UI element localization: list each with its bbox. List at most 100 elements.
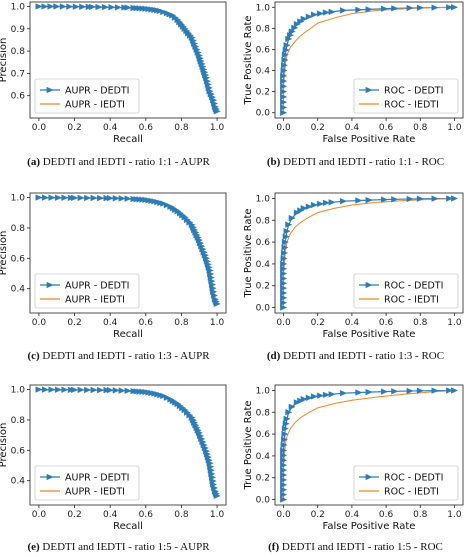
series-marker-dedti (95, 3, 103, 11)
series-marker-dedti (416, 195, 424, 202)
series-marker-dedti (71, 386, 79, 394)
y-axis-label: Precision (0, 231, 9, 276)
series-marker-dedti (280, 466, 288, 474)
roc-chart-1-3: 0.0 0.2 0.4 0.6 0.8 1.0 0.0 0.2 0.4 0.6 0.8 1.0 Fals… (243, 192, 464, 340)
x-tick-label: 0.6 (139, 318, 154, 328)
x-tick-label: 0.2 (67, 318, 81, 328)
series-marker-dedti (406, 195, 414, 203)
series-marker-dedti (106, 386, 114, 394)
x-tick-label: 0.2 (67, 510, 81, 520)
series-marker-dedti (355, 389, 363, 396)
series-marker-dedti (35, 194, 43, 201)
series-marker-dedti (328, 8, 336, 16)
series-marker-dedti (300, 205, 308, 212)
legend: AUPR - DEDTI AUPR - IEDTI (34, 273, 140, 309)
x-tick-label: 0.2 (67, 123, 81, 133)
panel-d: 0.0 0.2 0.4 0.6 0.8 1.0 0.0 0.2 0.4 0.6 0.8 1.0 Fals… (237, 185, 474, 370)
series-marker-dedti (280, 280, 288, 287)
x-axis-label: False Positive Rate (323, 521, 416, 532)
legend: AUPR - DEDTI AUPR - IEDTI (34, 78, 140, 114)
legend-box (353, 465, 459, 501)
y-tick-label: 0.6 (256, 238, 271, 248)
series-marker-dedti (66, 3, 74, 10)
series-marker-dedti (280, 491, 288, 498)
series-marker-dedti (355, 6, 363, 13)
legend: ROC - DEDTI ROC - IEDTI (353, 273, 459, 309)
series-marker-dedti (328, 391, 336, 398)
series-marker-dedti (281, 425, 289, 432)
panel-f: 0.0 0.2 0.4 0.6 0.8 1.0 0.0 0.2 0.4 0.6 0.8 1.0 Fals… (237, 375, 474, 557)
series-marker-dedti (280, 104, 288, 111)
series-marker-dedti (54, 386, 63, 393)
y-axis-label: True Positive Rate (243, 400, 254, 490)
series-marker-dedti (391, 388, 399, 395)
x-axis-label: False Positive Rate (323, 134, 416, 145)
series-marker-dedti (281, 238, 289, 246)
series-marker-dedti (365, 6, 373, 13)
y-tick-label: 0.0 (256, 496, 271, 506)
series-marker-dedti (310, 393, 318, 400)
y-tick-label: 1.0 (11, 386, 26, 396)
series-marker-dedti (293, 399, 301, 406)
series-marker-dedti (431, 387, 439, 394)
series-marker-dedti (285, 221, 293, 228)
x-tick-label: 0.8 (174, 318, 189, 328)
series-marker-dedti (213, 300, 221, 308)
series-marker-dedti (300, 15, 308, 23)
series-marker-dedti (285, 409, 293, 416)
y-tick-label: 1.0 (256, 3, 271, 13)
series-marker-dedti (84, 386, 92, 394)
legend-box (353, 273, 459, 309)
series-marker-dedti (118, 387, 126, 394)
series-marker-dedti (280, 77, 288, 85)
series-marker-dedti (280, 461, 288, 469)
x-tick-label: 0.4 (345, 510, 360, 520)
series-marker-dedti (380, 196, 389, 203)
series-marker-dedti (163, 394, 171, 401)
x-tick-label: 1.0 (210, 510, 225, 520)
series-marker-dedti (280, 457, 288, 464)
series-marker-dedti (316, 200, 324, 208)
x-tick-label: 0.2 (311, 318, 325, 328)
series-marker-dedti (416, 4, 424, 11)
x-tick-label: 0.2 (311, 510, 325, 520)
series-marker-dedti (305, 203, 313, 210)
series-marker-dedti (328, 199, 336, 206)
series-marker-dedti (446, 387, 454, 394)
series-marker-dedti (156, 7, 164, 15)
series-marker-dedti (283, 42, 291, 49)
series-marker-dedti (339, 389, 348, 397)
legend-label-dedti: ROC - DEDTI (384, 473, 443, 484)
series-marker-dedti (77, 194, 85, 202)
series-marker-dedti (391, 196, 399, 203)
legend-label-iedti: AUPR - IEDTI (65, 100, 125, 111)
series-marker-dedti (280, 496, 288, 503)
series-marker-dedti (288, 403, 296, 411)
series-marker-dedti (280, 441, 288, 449)
series-marker-dedti (281, 56, 289, 64)
y-tick-label: 1.0 (256, 194, 271, 204)
series-marker-dedti (280, 72, 288, 80)
x-tick-label: 0.0 (32, 510, 47, 520)
y-axis-label: Precision (0, 423, 9, 468)
legend-label-iedti: ROC - IEDTI (384, 295, 439, 306)
y-tick-label: 0.8 (11, 416, 26, 426)
series-marker-dedti (48, 194, 56, 201)
y-tick-label: 0.4 (256, 260, 271, 270)
y-tick-label: 0.6 (11, 254, 26, 264)
y-tick-label: 0.4 (11, 285, 26, 295)
series-marker-dedti (280, 93, 288, 101)
series-marker-dedti (280, 284, 288, 292)
caption-f: (f) DEDTI and IEDTI - ratio 1:5 - ROC (268, 541, 443, 553)
aupr-chart-1-1: 0.0 0.2 0.4 0.6 0.8 1.0 0.6 0.7 0.8 0.9 1.0 Recall P… (0, 1, 227, 145)
legend-label-dedti: AUPR - DEDTI (65, 473, 130, 484)
y-tick-label: 0.4 (256, 452, 271, 462)
legend: ROC - DEDTI ROC - IEDTI (353, 78, 459, 114)
series-marker-dedti (280, 109, 288, 116)
series-marker-dedti (163, 201, 171, 209)
y-tick-label: 0.0 (256, 109, 271, 119)
series-marker-dedti (35, 386, 43, 393)
roc-chart-1-5: 0.0 0.2 0.4 0.6 0.8 1.0 0.0 0.2 0.4 0.6 0.8 1.0 Fals… (243, 384, 464, 532)
series-marker-dedti (118, 195, 126, 202)
series-marker-dedti (446, 195, 454, 202)
